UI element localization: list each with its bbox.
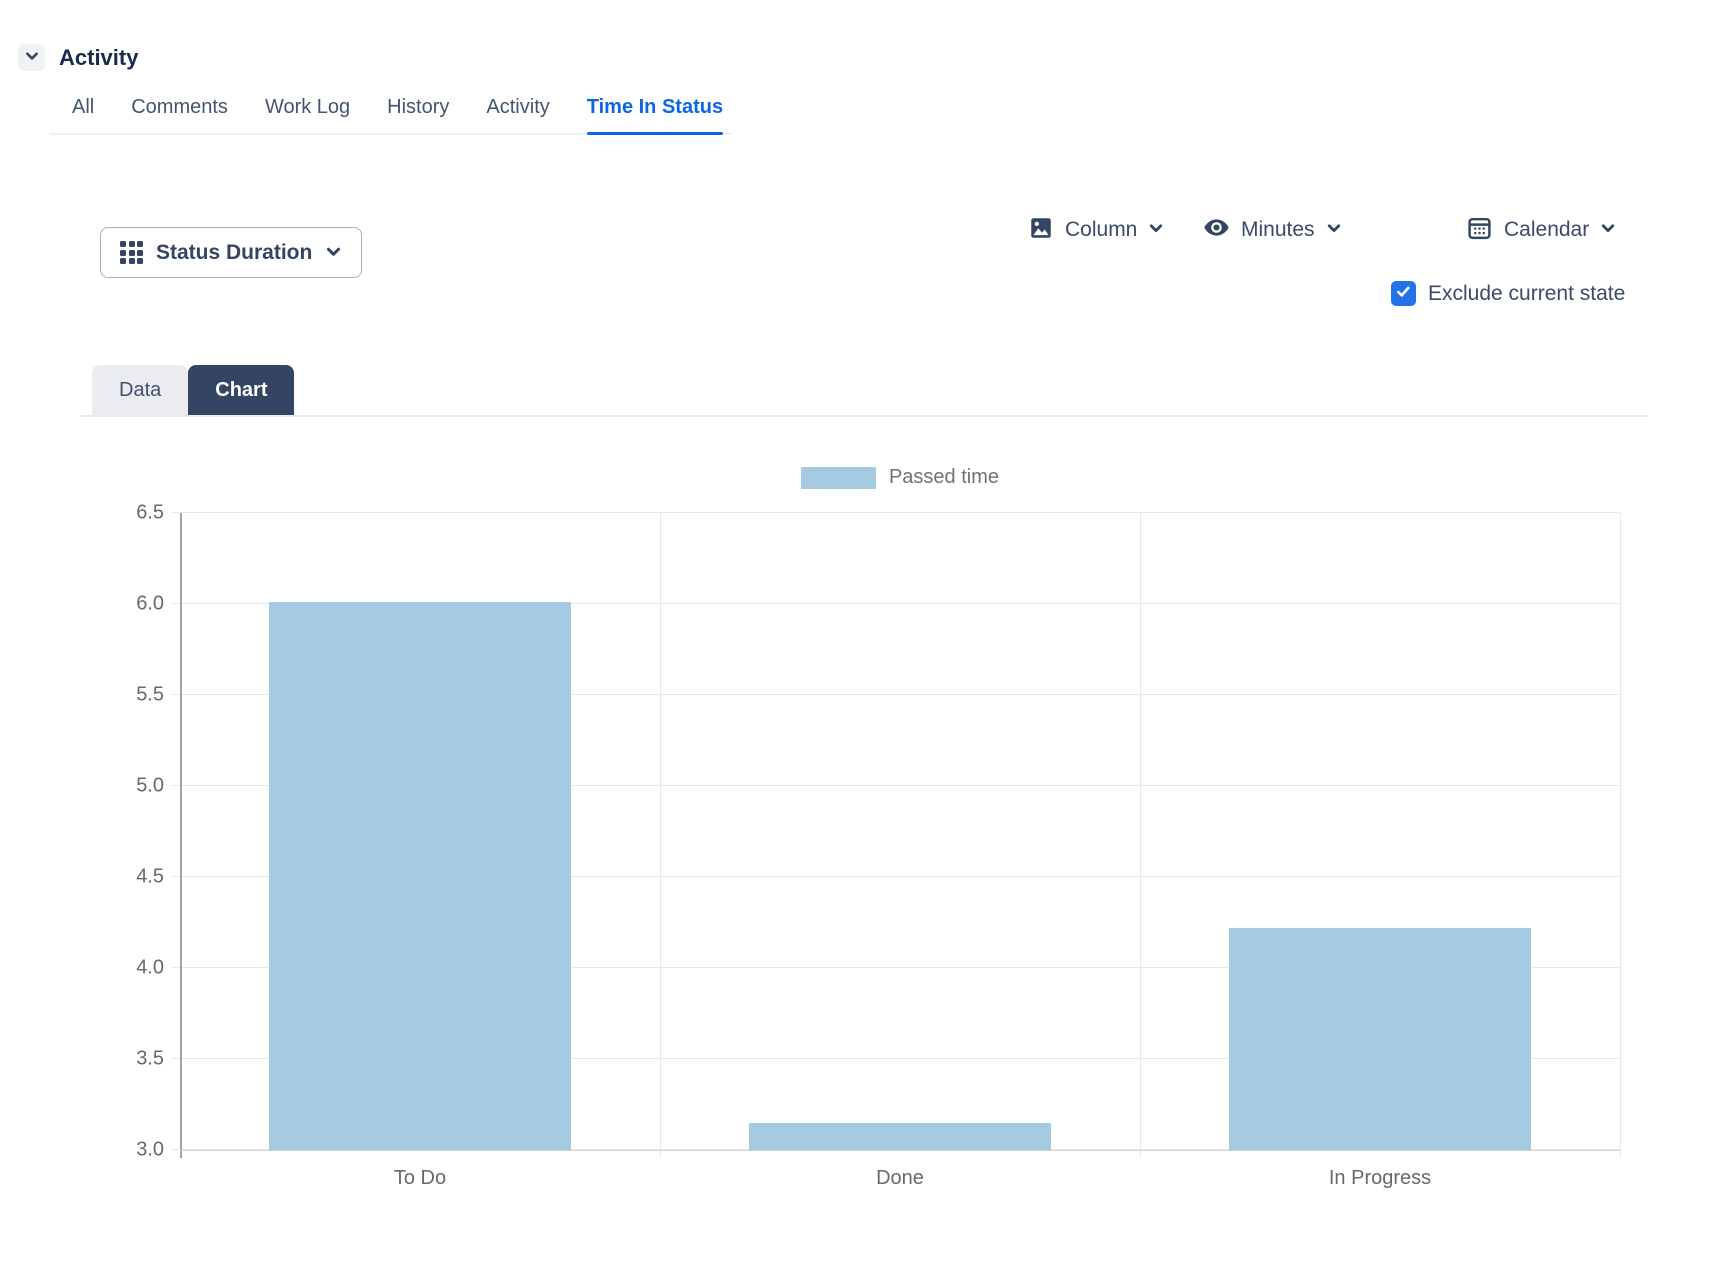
category-gridline	[1620, 513, 1621, 1158]
image-icon	[1028, 215, 1054, 246]
page-title: Activity	[59, 44, 139, 70]
x-axis-line	[180, 1149, 1620, 1151]
activity-tab-history[interactable]: History	[387, 96, 450, 118]
content-divider	[80, 415, 1648, 417]
y-gridline	[172, 967, 1620, 968]
bar-done[interactable]	[748, 1122, 1052, 1150]
chart-type-label: Column	[1065, 218, 1138, 241]
y-gridline	[172, 785, 1620, 786]
y-tick-label: 5.5	[136, 683, 164, 706]
bar-to-do[interactable]	[268, 602, 572, 1150]
calendar-icon	[1466, 214, 1493, 246]
calendar-label: Calendar	[1504, 218, 1590, 241]
chevron-down-icon	[1326, 220, 1342, 241]
y-gridline	[172, 512, 1620, 513]
exclude-current-state-option[interactable]: Exclude current state	[1391, 281, 1625, 306]
category-gridline	[660, 513, 661, 1158]
eye-icon	[1203, 214, 1230, 246]
plot-area: 3.0 3.5 4.0 4.5 5.0 5.5 6.0 6.5 To Do Done In Prog…	[136, 502, 1621, 1189]
view-tab-data[interactable]: Data	[92, 365, 189, 417]
exclude-current-state-label: Exclude current state	[1428, 281, 1626, 305]
y-tick-label: 3.5	[136, 1047, 164, 1070]
view-tabs: Data Chart	[92, 365, 295, 417]
time-unit-label: Minutes	[1241, 218, 1315, 241]
collapse-activity-button[interactable]	[18, 44, 45, 71]
chevron-down-icon	[325, 243, 342, 263]
chevron-down-icon	[1148, 220, 1164, 241]
x-tick-label: In Progress	[1328, 1167, 1432, 1189]
view-tab-chart[interactable]: Chart	[188, 365, 295, 417]
legend-swatch	[800, 466, 876, 489]
grid-icon	[120, 241, 143, 264]
chart-type-dropdown[interactable]: Column	[1028, 213, 1164, 247]
activity-tab-activity[interactable]: Activity	[486, 96, 550, 118]
exclude-current-state-checkbox[interactable]	[1391, 281, 1416, 306]
legend-label: Passed time	[888, 466, 1000, 488]
y-axis-line	[180, 513, 182, 1158]
y-tick-label: 4.5	[136, 865, 164, 888]
category-gridline	[1140, 513, 1141, 1158]
x-tick-label: To Do	[393, 1167, 447, 1189]
y-tick-label: 4.0	[136, 956, 164, 979]
activity-tab-comments[interactable]: Comments	[131, 96, 228, 118]
y-gridline	[172, 1058, 1620, 1059]
y-gridline	[172, 694, 1620, 695]
activity-section-header: Activity	[18, 44, 138, 71]
report-type-dropdown[interactable]: Status Duration	[100, 227, 363, 278]
activity-tab-all[interactable]: All	[72, 96, 95, 118]
calendar-dropdown[interactable]: Calendar	[1466, 213, 1616, 247]
y-gridline	[172, 876, 1620, 877]
activity-tab-work-log[interactable]: Work Log	[264, 96, 351, 118]
check-icon	[1395, 283, 1412, 305]
y-tick-label: 6.5	[136, 501, 164, 524]
chevron-down-icon	[1600, 220, 1616, 241]
x-tick-label: Done	[876, 1167, 924, 1189]
chevron-down-icon	[24, 48, 40, 67]
y-tick-label: 5.0	[136, 774, 164, 797]
activity-tabs: All Comments Work Log History Activity Time I…	[50, 96, 734, 135]
y-gridline	[172, 603, 1620, 604]
y-tick-label: 3.0	[136, 1138, 164, 1161]
report-type-label: Status Duration	[156, 240, 313, 264]
y-tick-label: 6.0	[136, 592, 164, 615]
activity-tab-time-in-status[interactable]: Time In Status	[586, 96, 724, 135]
time-unit-dropdown[interactable]: Minutes	[1203, 213, 1342, 247]
bar-in-progress[interactable]	[1228, 927, 1532, 1150]
chart-legend: Passed time	[180, 466, 1620, 489]
